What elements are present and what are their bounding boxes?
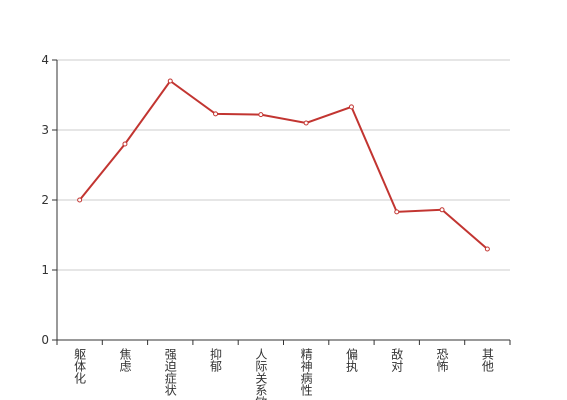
x-tick-label: 强迫症状 — [163, 348, 177, 396]
x-tick-label: 抑郁 — [209, 347, 223, 373]
x-tick-label: 恐怖 — [435, 348, 449, 372]
point — [484, 246, 490, 252]
x-tick-label: 偏执 — [344, 347, 358, 373]
y-tick-label: 3 — [41, 123, 49, 137]
y-tick-label: 0 — [41, 333, 49, 347]
point — [439, 207, 445, 213]
line — [78, 79, 489, 250]
point — [122, 141, 128, 147]
point — [348, 104, 354, 110]
point — [213, 111, 219, 117]
point — [258, 112, 264, 118]
x-tick-label: 躯体化 — [73, 347, 87, 385]
point — [77, 197, 83, 203]
y-tick-label: 2 — [41, 193, 49, 207]
x-tick-label: 精神病性 — [299, 348, 313, 397]
point — [394, 209, 400, 215]
y-tick-label: 1 — [41, 263, 49, 277]
point — [303, 120, 309, 126]
point — [167, 78, 173, 84]
x-tick-label: 敌对 — [390, 347, 404, 372]
y-tick-label: 4 — [41, 53, 49, 67]
x-tick-label: 其他 — [480, 348, 494, 372]
x-tick-label: 焦虑 — [118, 348, 132, 372]
x-tick-label: 人际关系敏感 — [254, 348, 268, 400]
